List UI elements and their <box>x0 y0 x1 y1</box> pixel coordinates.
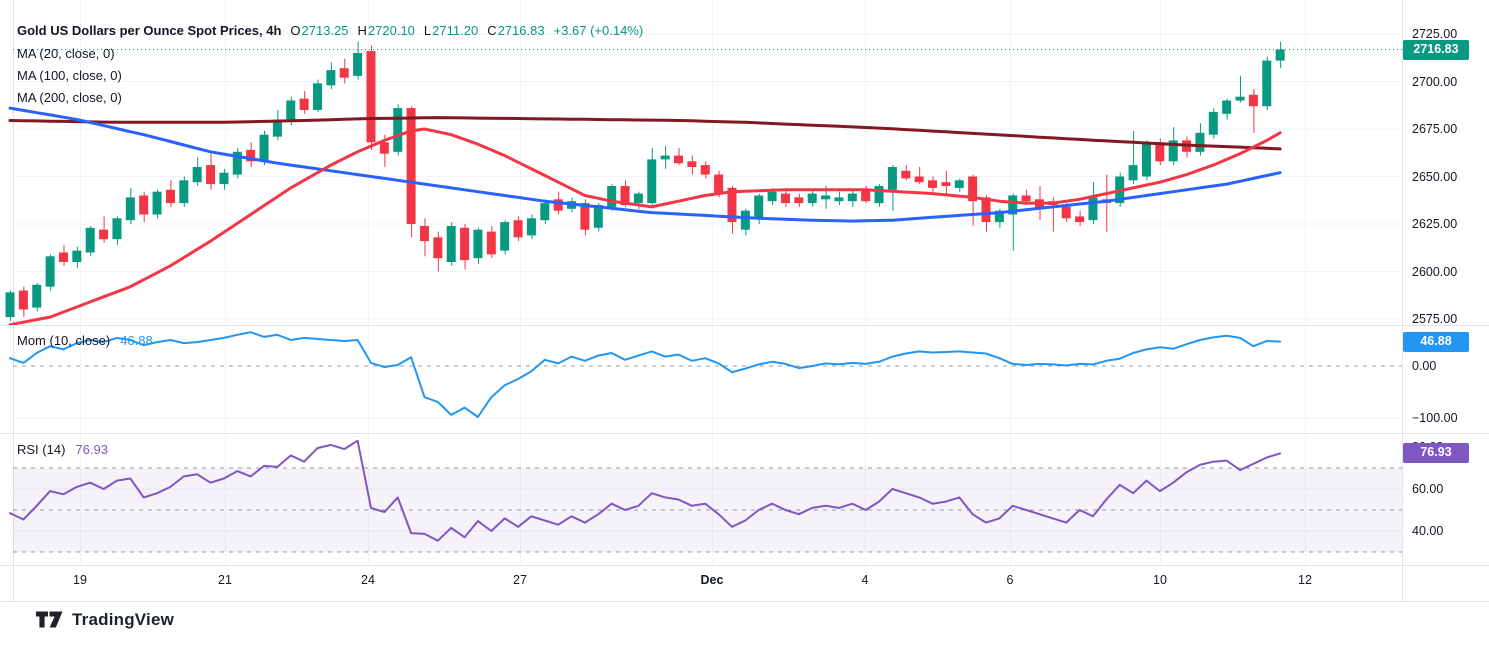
tradingview-logo-icon <box>36 611 63 628</box>
tradingview-logo-text: TradingView <box>72 609 175 629</box>
tradingview-logo[interactable]: TradingView <box>36 609 174 630</box>
